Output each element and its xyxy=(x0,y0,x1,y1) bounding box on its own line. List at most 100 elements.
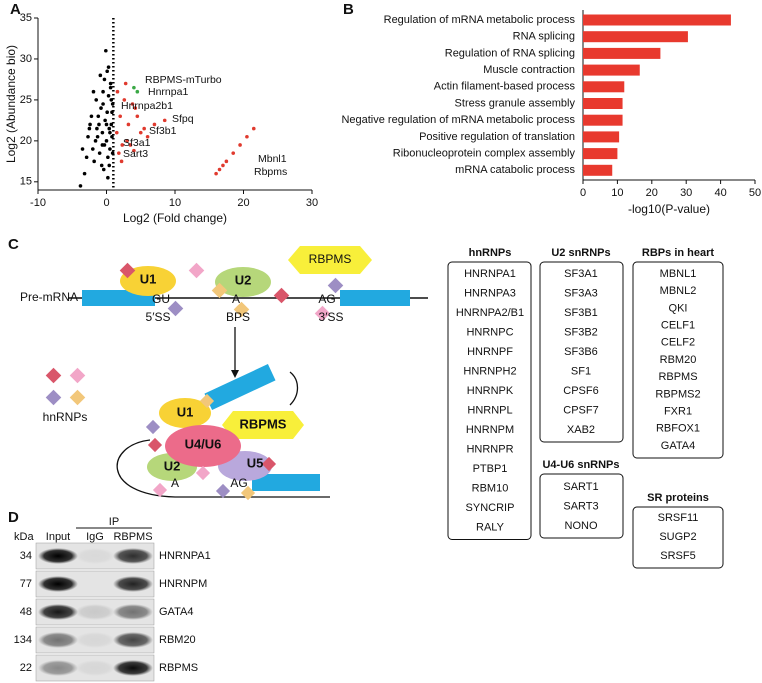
x-tick-label: 30 xyxy=(680,187,692,199)
point xyxy=(98,73,103,78)
point xyxy=(123,81,128,86)
band xyxy=(38,604,78,620)
unit-label: kDa xyxy=(14,531,34,543)
x-tick-label: 0 xyxy=(580,187,586,199)
annotation: Rbpms xyxy=(254,166,287,178)
table-title: U4-U6 snRNPs xyxy=(542,459,619,471)
point xyxy=(94,98,99,102)
rbpms-shape xyxy=(222,411,304,439)
diagram-label: U5 xyxy=(247,455,264,470)
point xyxy=(117,151,121,155)
table-item: HNRNPL xyxy=(467,404,512,416)
point xyxy=(100,130,105,135)
point xyxy=(97,122,101,127)
kda-label: 48 xyxy=(20,606,32,618)
table-item: SRSF5 xyxy=(660,550,695,562)
category-label: RNA splicing xyxy=(513,31,575,43)
table-item: SF1 xyxy=(571,365,591,377)
protein-label: GATA4 xyxy=(159,606,193,618)
point xyxy=(93,139,98,143)
diagram-label: U1 xyxy=(140,271,157,286)
point xyxy=(104,139,109,143)
point xyxy=(142,126,146,131)
kda-label: 34 xyxy=(20,550,32,562)
legend-diamond xyxy=(69,367,86,384)
point xyxy=(135,89,140,94)
diagram-label: 3′SS xyxy=(319,310,344,324)
point xyxy=(101,167,106,172)
hnrnp-diamond xyxy=(233,301,250,318)
table-box xyxy=(447,261,532,540)
legend-diamond xyxy=(69,389,86,406)
table-item: CELF1 xyxy=(661,320,695,332)
point xyxy=(86,134,90,139)
panel-label: A xyxy=(10,1,21,18)
point xyxy=(221,163,225,168)
bar xyxy=(583,31,688,43)
x-tick-label: 20 xyxy=(237,197,249,209)
exon xyxy=(204,364,276,410)
bar xyxy=(583,164,613,176)
table-item: RBPMS2 xyxy=(655,388,700,400)
point xyxy=(105,69,109,74)
point xyxy=(108,81,113,86)
band xyxy=(38,632,78,648)
bar xyxy=(583,114,623,126)
band xyxy=(113,548,153,564)
point xyxy=(95,126,99,131)
u1-snrnp xyxy=(120,266,176,296)
point xyxy=(138,130,143,135)
panel-label: B xyxy=(343,1,354,18)
hnrnp-diamond xyxy=(261,456,277,472)
category-label: Positive regulation of translation xyxy=(419,131,575,143)
x-tick-label: 0 xyxy=(103,197,109,209)
hnrnp-diamond xyxy=(188,262,205,279)
point xyxy=(224,159,229,164)
point xyxy=(80,147,85,151)
table-item: RBFOX1 xyxy=(656,423,700,435)
x-tick-label: 50 xyxy=(749,187,761,199)
rna-loop xyxy=(116,371,330,498)
band xyxy=(38,576,78,592)
table-item: SRSF11 xyxy=(658,512,699,524)
bar xyxy=(583,47,661,59)
table-item: SART1 xyxy=(563,481,598,493)
point xyxy=(108,130,112,135)
table-item: SF3B2 xyxy=(564,326,598,338)
legend-diamond xyxy=(45,367,62,384)
point xyxy=(107,126,112,131)
point xyxy=(162,118,167,123)
kda-label: 134 xyxy=(14,634,32,646)
point xyxy=(106,65,111,69)
table-item: HNRNPK xyxy=(467,385,514,397)
diagram-label: RBPMS xyxy=(309,252,352,266)
table-item: HNRNPA3 xyxy=(464,287,516,299)
table-title: SR proteins xyxy=(647,492,709,504)
diagram-label: A xyxy=(232,292,240,306)
u4u6-snrnp xyxy=(165,425,241,467)
table-item: CPSF7 xyxy=(563,404,598,416)
point xyxy=(84,155,89,160)
hnrnp-diamond xyxy=(195,465,211,481)
x-axis-label: Log2 (Fold change) xyxy=(123,211,227,225)
rbpms-shape xyxy=(288,246,372,274)
y-tick-label: 15 xyxy=(20,176,32,188)
band xyxy=(75,660,115,676)
point xyxy=(119,159,124,164)
point xyxy=(118,114,122,119)
annotation: Mbnl1 xyxy=(258,153,287,165)
annotation: Hnrnpa1 xyxy=(148,86,188,98)
table-box xyxy=(632,261,724,459)
point xyxy=(231,151,236,155)
table-item: SF3B1 xyxy=(564,307,598,319)
arrow-head xyxy=(231,370,239,378)
band xyxy=(38,660,78,676)
table-item: SUGP2 xyxy=(659,531,696,543)
table-item: HNRNPF xyxy=(467,346,513,358)
band xyxy=(113,604,153,620)
hnrnp-diamond xyxy=(147,437,163,453)
hnrnp-diamond xyxy=(145,419,161,435)
table-item: QKI xyxy=(669,302,688,314)
point xyxy=(95,134,100,139)
